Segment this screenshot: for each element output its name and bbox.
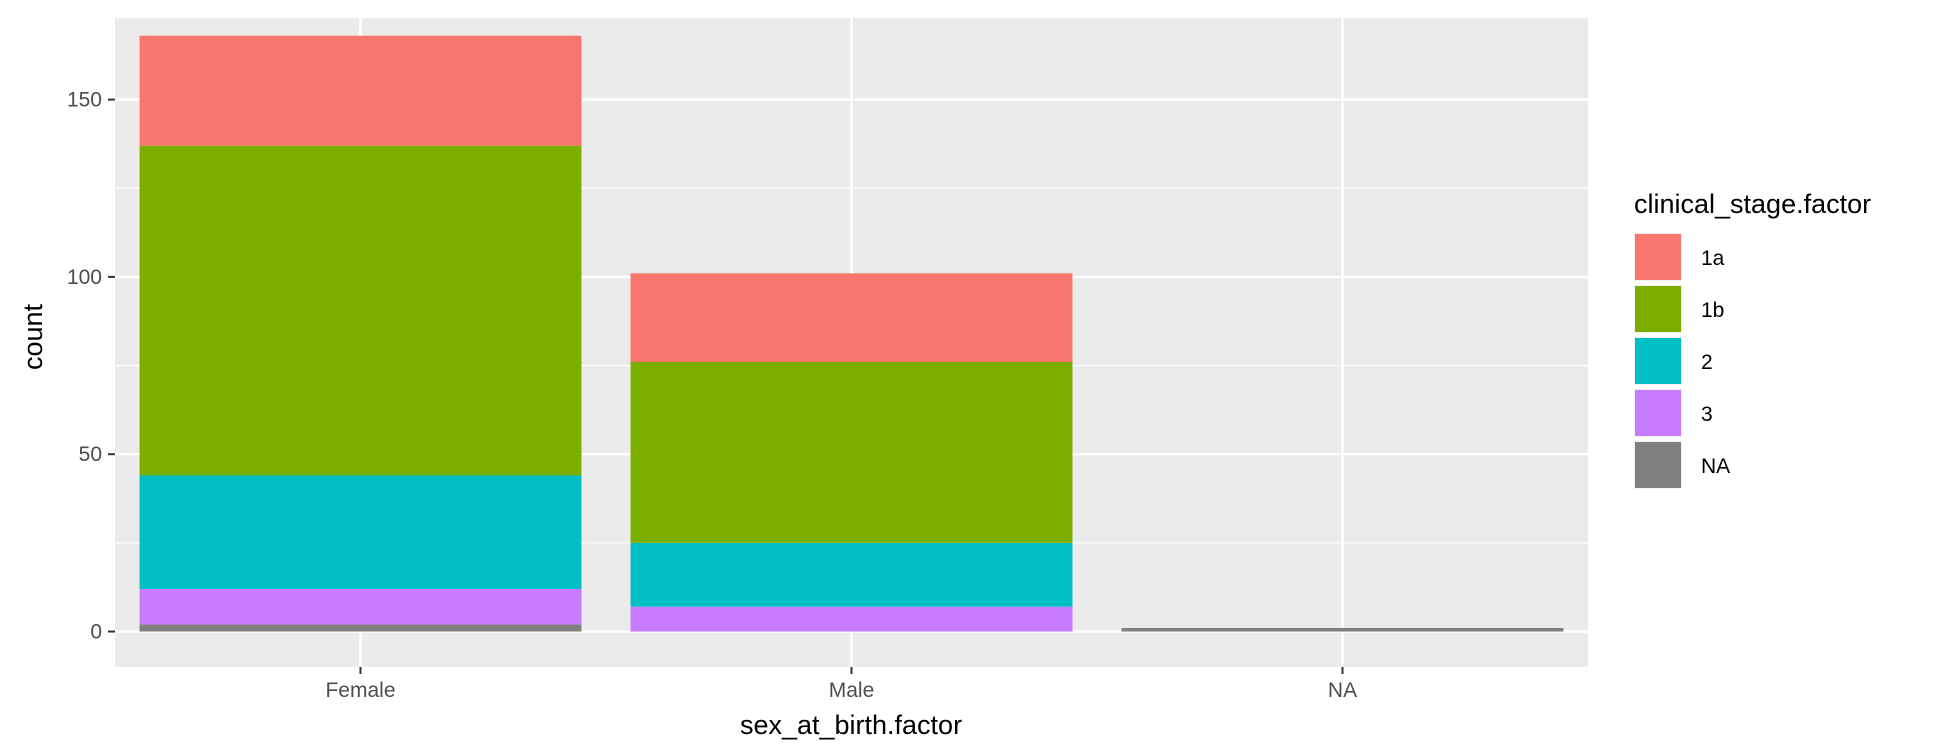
legend-swatch [1635,390,1681,436]
legend: clinical_stage.factor 1a 1b 2 3 NA [1634,189,1871,489]
bar-segment-male-1a [630,273,1073,363]
bar-segment-na-na [1121,627,1564,632]
y-tick-label: 150 [67,89,102,112]
bar-segment-male-3 [630,606,1073,632]
legend-title: clinical_stage.factor [1634,189,1871,219]
y-tick-label: 100 [67,266,102,289]
legend-label: 3 [1701,403,1713,426]
bar-segment-female-na [139,624,582,632]
bar-segment-female-2 [139,475,582,589]
x-axis: Female Male NA [325,667,1357,702]
legend-label: 2 [1701,351,1713,374]
legend-swatch [1635,286,1681,332]
bar-stack-layer [139,35,1564,632]
bar-segment-male-1b [630,362,1073,543]
legend-swatch [1635,442,1681,488]
legend-swatch [1635,234,1681,280]
legend-label: NA [1701,455,1730,478]
bar-segment-female-3 [139,588,582,625]
y-axis: 0 50 100 150 [67,89,115,644]
bar-segment-male-2 [630,542,1073,607]
y-tick-label: 0 [90,621,102,644]
x-tick-label: Female [325,679,395,702]
legend-label: 1b [1701,299,1724,322]
legend-label: 1a [1701,247,1725,270]
legend-swatch [1635,338,1681,384]
x-tick-label: NA [1328,679,1357,702]
bar-segment-female-1a [139,35,582,146]
x-axis-title: sex_at_birth.factor [740,710,962,740]
y-axis-title: count [18,303,48,370]
bar-segment-female-1b [139,145,582,476]
y-tick-label: 50 [79,443,102,466]
x-tick-label: Male [829,679,875,702]
